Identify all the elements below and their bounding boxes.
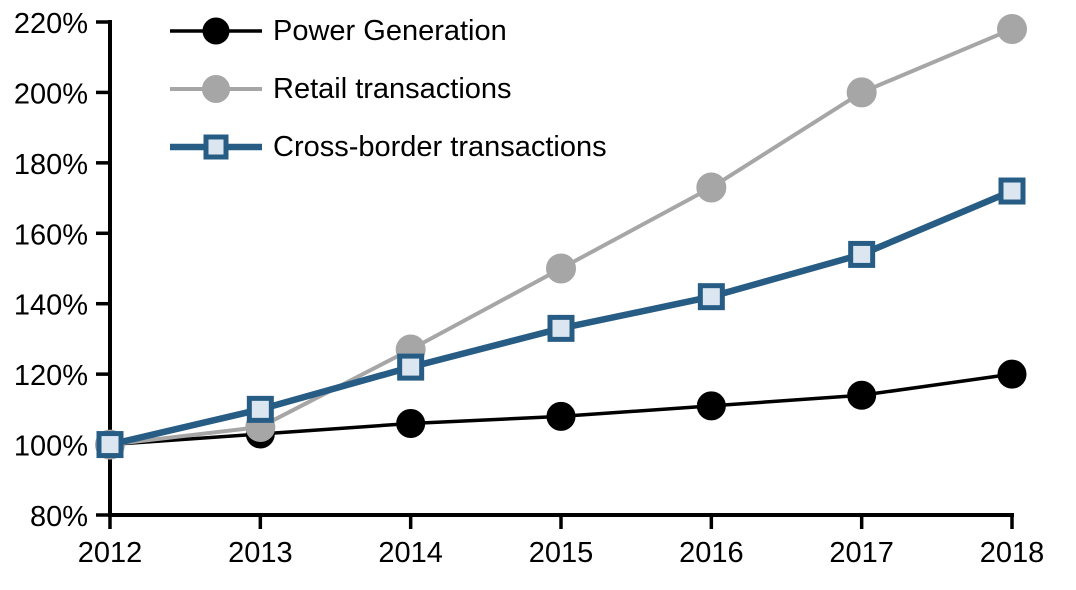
legend-label-retail-transactions: Retail transactions xyxy=(273,72,512,105)
data-point-marker xyxy=(998,177,1026,205)
data-point-marker xyxy=(203,134,229,160)
y-tick-label: 200% xyxy=(14,78,88,110)
y-tick-label: 140% xyxy=(14,290,88,322)
x-tick-label: 2015 xyxy=(529,537,594,569)
data-point-marker xyxy=(246,395,274,423)
legend-item-power-generation: Power Generation xyxy=(170,2,607,60)
x-tick-label: 2013 xyxy=(228,537,293,569)
data-point-marker xyxy=(547,314,575,342)
x-tick-label: 2014 xyxy=(378,537,443,569)
data-point-marker xyxy=(847,380,877,410)
legend-item-retail-transactions: Retail transactions xyxy=(170,60,607,118)
series-power-generation xyxy=(95,359,1027,460)
data-point-marker xyxy=(848,240,876,268)
x-axis: 2012 2013 2014 2015 2016 2017 2018 xyxy=(78,513,1045,569)
x-tick-label: 2016 xyxy=(679,537,744,569)
y-tick-label: 220% xyxy=(14,8,88,40)
y-tick-label: 100% xyxy=(14,431,88,463)
data-point-marker xyxy=(202,17,230,45)
data-point-marker xyxy=(546,253,576,284)
data-point-marker xyxy=(546,401,576,431)
x-tick-label: 2017 xyxy=(829,537,894,569)
data-point-marker xyxy=(997,14,1027,45)
data-point-marker xyxy=(96,431,124,459)
y-tick-label: 180% xyxy=(14,149,88,181)
legend: Power Generation Retail transactions Cro… xyxy=(170,2,607,176)
data-point-marker xyxy=(696,172,727,203)
series-cross-border-transactions xyxy=(96,177,1026,459)
data-point-marker xyxy=(997,359,1027,389)
legend-label-cross-border-transactions: Cross-border transactions xyxy=(273,130,607,163)
data-point-marker xyxy=(202,75,230,103)
y-tick-label: 160% xyxy=(14,219,88,251)
power-generation-line-sample xyxy=(170,17,262,45)
data-point-marker xyxy=(696,391,726,421)
data-point-marker xyxy=(397,353,425,381)
legend-item-cross-border-transactions: Cross-border transactions xyxy=(170,118,607,176)
series-retail-transactions xyxy=(95,14,1027,460)
data-point-marker xyxy=(846,77,877,108)
y-tick-label: 120% xyxy=(14,360,88,392)
data-point-marker xyxy=(396,408,426,438)
x-tick-label: 2012 xyxy=(78,537,143,569)
y-tick-label: 80% xyxy=(30,501,88,533)
legend-label-power-generation: Power Generation xyxy=(273,14,507,47)
data-point-marker xyxy=(697,283,725,311)
x-tick-label: 2018 xyxy=(980,537,1045,569)
cross-border-transactions-line-sample xyxy=(170,134,262,160)
retail-transactions-line-sample xyxy=(170,75,262,103)
y-axis: 80% 100% 120% 140% 160% 180% 200% 220% xyxy=(14,8,112,533)
